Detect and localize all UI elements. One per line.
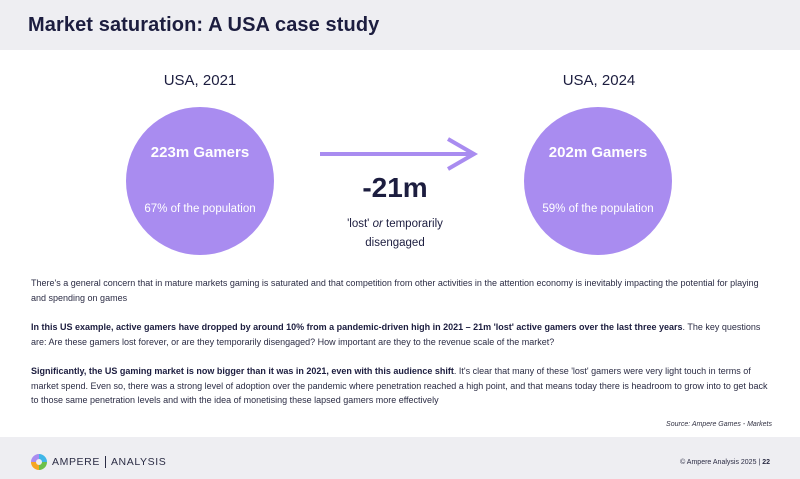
change-value: -21m <box>362 172 428 203</box>
left-population-share: 67% of the population <box>144 203 256 215</box>
right-gamers-count: 202m Gamers <box>548 144 648 161</box>
ampere-logo-icon <box>31 454 47 470</box>
footer-bar <box>0 437 800 479</box>
arrow-right-icon <box>320 137 479 171</box>
right-year-label: USA, 2024 <box>562 72 636 89</box>
paragraph-market-growth: Significantly, the US gaming market is n… <box>31 366 768 405</box>
logo-divider <box>104 456 106 468</box>
left-circle: 223m Gamers 67% of the population <box>126 107 274 255</box>
paragraph-saturation: There's a general concern that in mature… <box>31 278 759 303</box>
change-note: 'lost' or temporarily disengaged <box>347 218 443 249</box>
header-bar: Market saturation: A USA case study <box>0 0 800 50</box>
left-year-label: USA, 2021 <box>163 72 237 89</box>
page-title: Market saturation: A USA case study <box>28 14 380 36</box>
copyright-note: © Ampere Analysis 2025 | 22 <box>680 459 770 466</box>
logo-suffix-text: ANALYSIS <box>110 456 167 468</box>
left-gamers-count: 223m Gamers <box>150 144 250 161</box>
right-population-share: 59% of the population <box>542 203 654 215</box>
page-number: 22 <box>762 459 770 466</box>
paragraph-us-example: In this US example, active gamers have d… <box>31 322 761 347</box>
right-circle: 202m Gamers 59% of the population <box>524 107 672 255</box>
source-note: Source: Ampere Games - Markets <box>666 421 772 428</box>
ampere-logo: AMPERE ANALYSIS <box>31 454 166 470</box>
logo-brand-text: AMPERE <box>52 456 100 468</box>
